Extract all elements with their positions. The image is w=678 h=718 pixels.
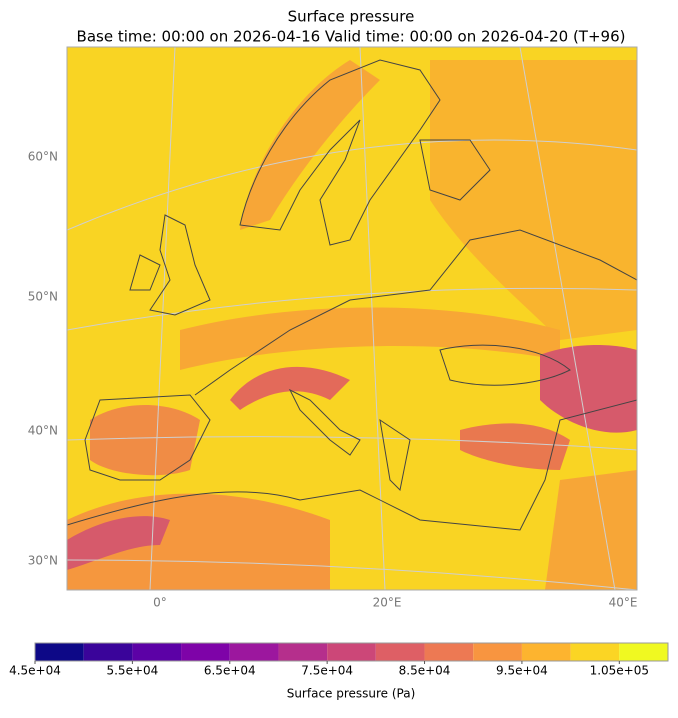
colorbar-tick-label: 6.5e+04: [204, 664, 256, 678]
colorbar-label: Surface pressure (Pa): [287, 687, 416, 701]
lat-label: 60°N: [28, 150, 58, 164]
colorbar-segment: [83, 643, 133, 661]
lon-label: 40°E: [609, 596, 638, 610]
map-frame: [66, 46, 638, 591]
colorbar-segment: [278, 643, 328, 661]
colorbar-segment: [229, 643, 279, 661]
colorbar-segment: [132, 643, 182, 661]
colorbar-tick-label: 1.05e+05: [590, 664, 649, 678]
colorbar-segment: [619, 643, 668, 661]
colorbar-tick-label: 8.5e+04: [399, 664, 451, 678]
colorbar-tick-label: 5.5e+04: [106, 664, 158, 678]
lat-label: 40°N: [28, 424, 58, 438]
colorbar-tick-label: 7.5e+04: [301, 664, 353, 678]
colorbar-tick-label: 9.5e+04: [496, 664, 548, 678]
colorbar-segment: [570, 643, 620, 661]
colorbar-segment: [473, 643, 522, 661]
colorbar-segment: [375, 643, 425, 661]
colorbar-segment: [35, 643, 84, 661]
colorbar-segment: [327, 643, 376, 661]
lat-label: 50°N: [28, 290, 58, 304]
subtitle: Base time: 00:00 on 2026-04-16 Valid tim…: [77, 28, 626, 46]
lon-label: 20°E: [373, 596, 402, 610]
lat-label: 30°N: [28, 554, 58, 568]
colorbar-segment: [424, 643, 474, 661]
colorbar-segment: [521, 643, 571, 661]
colorbar-segment: [181, 643, 230, 661]
colorbar-frame: [34, 642, 669, 662]
title: Surface pressure: [288, 8, 415, 26]
map: [67, 47, 637, 590]
colorbar: 4.5e+04 5.5e+04 6.5e+04 7.5e+04 8.5e+04 9.5e+…: [9, 642, 669, 678]
lon-label: 0°: [153, 596, 167, 610]
colorbar-tick-label: 4.5e+04: [9, 664, 61, 678]
